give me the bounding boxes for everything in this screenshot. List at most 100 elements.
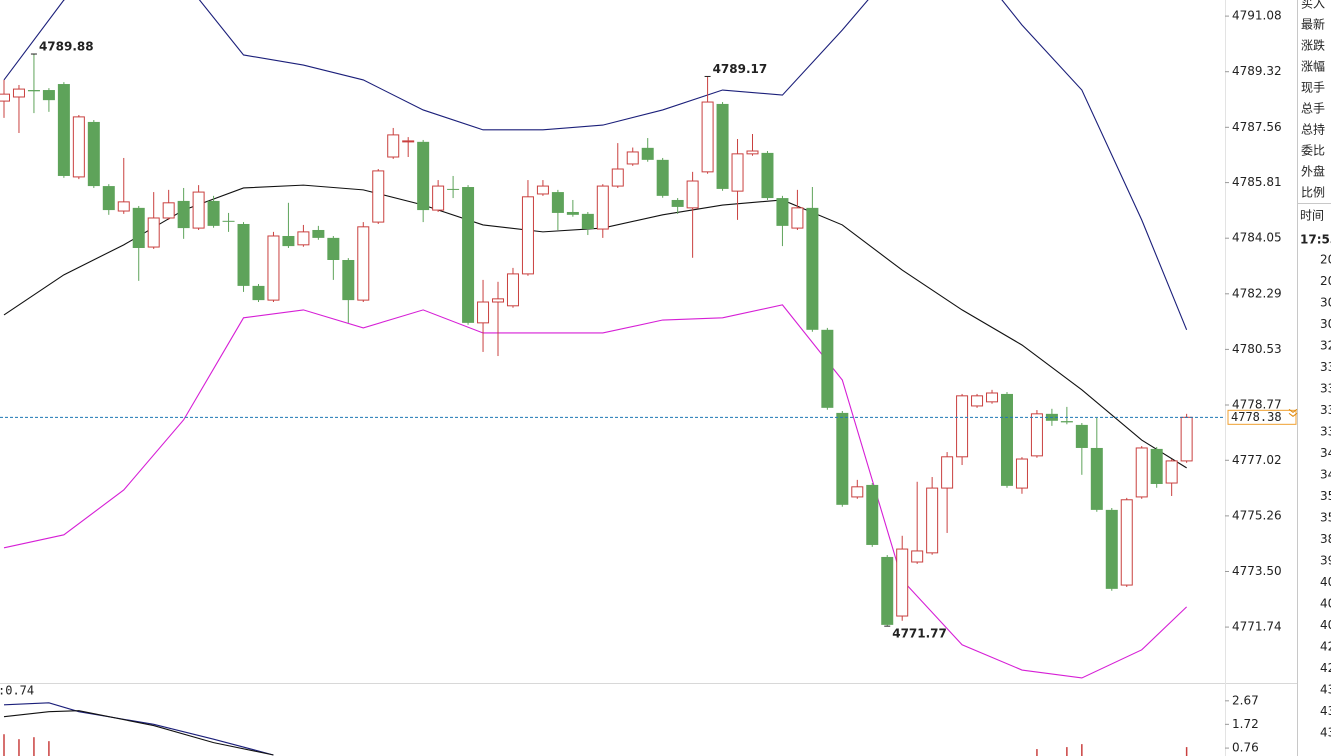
- candle-body: [402, 140, 415, 143]
- quote-label: 委比: [1301, 144, 1325, 158]
- y-tick-label: 4780.53: [1232, 342, 1282, 356]
- quote-label: 现手: [1301, 81, 1325, 95]
- candle-body: [477, 301, 490, 324]
- candle-body: [327, 237, 340, 260]
- sub-y-tick-label: 2.67: [1232, 693, 1259, 707]
- candle-body: [866, 484, 879, 545]
- candle-body: [941, 456, 954, 489]
- quote-value: 32: [1320, 339, 1331, 353]
- last-price-label: 4778.38: [1231, 410, 1282, 424]
- quote-value: 33: [1320, 425, 1331, 439]
- candle-body: [267, 235, 280, 301]
- candle-body: [207, 200, 220, 226]
- quote-value: 42: [1320, 640, 1331, 654]
- candle-body: [12, 88, 25, 98]
- candle-body: [162, 202, 175, 219]
- y-tick-label: 4789.32: [1232, 64, 1282, 78]
- candle-body: [566, 211, 579, 215]
- candle-body: [896, 548, 909, 617]
- candle-body: [881, 556, 894, 625]
- quote-label: 涨幅: [1301, 59, 1325, 74]
- quote-label: 买入: [1301, 0, 1325, 11]
- y-tick-label: 4777.02: [1232, 453, 1282, 467]
- quote-value: 34: [1320, 468, 1331, 482]
- quote-value: 33: [1320, 403, 1331, 417]
- candle-body: [297, 231, 310, 246]
- candle-body: [791, 207, 804, 229]
- y-tick-label: 4773.50: [1232, 564, 1282, 578]
- candle-body: [851, 486, 864, 498]
- candle-body: [492, 298, 505, 303]
- candle-body: [222, 220, 235, 222]
- quote-value: 43: [1320, 683, 1331, 697]
- candle-body: [761, 152, 774, 199]
- candle-body: [372, 170, 385, 223]
- candle-body: [686, 180, 699, 209]
- candle-body: [417, 141, 430, 211]
- quote-value: 34: [1320, 446, 1331, 460]
- candle-body: [656, 159, 669, 196]
- y-tick-label: 4775.26: [1232, 508, 1282, 522]
- candle-body: [147, 217, 160, 248]
- candle-body: [701, 101, 714, 173]
- candle-body: [192, 191, 205, 229]
- last-price-box: [1227, 409, 1297, 425]
- quote-value: 40: [1320, 575, 1331, 589]
- y-tick-label: 4782.29: [1232, 286, 1282, 300]
- quote-label: 外盘: [1301, 164, 1325, 179]
- quote-value: 35: [1320, 511, 1331, 525]
- sub-plot: [3, 702, 1188, 756]
- y-tick-label: 4784.05: [1232, 231, 1282, 245]
- high-label: 4789.88: [39, 40, 94, 54]
- candle-body: [911, 550, 924, 563]
- candle-body: [956, 395, 969, 458]
- candle-body: [357, 226, 370, 301]
- candle-body: [521, 196, 534, 275]
- candle-body: [117, 201, 130, 212]
- candle-body: [132, 207, 145, 248]
- candle-body: [432, 185, 445, 211]
- candle-body: [1030, 413, 1043, 457]
- candle-body: [177, 200, 190, 229]
- time-value: 17:53: [1300, 233, 1331, 247]
- quote-label: 总手: [1301, 102, 1325, 116]
- candle-body: [1090, 447, 1103, 510]
- low-label: 4771.77: [892, 627, 947, 641]
- candle-body: [1105, 509, 1118, 589]
- candle-body: [0, 93, 10, 102]
- main-plot: 4789.88 4789.17 4771.77: [0, 0, 1225, 679]
- quote-value: 39: [1320, 554, 1331, 568]
- candle-body: [536, 185, 549, 195]
- quote-value: 20: [1320, 274, 1331, 288]
- price-arrow: [1288, 408, 1298, 417]
- quote-value: 43: [1320, 726, 1331, 740]
- quote-value: 42: [1320, 661, 1331, 675]
- candle-body: [57, 84, 70, 176]
- candle-body: [626, 151, 639, 165]
- candle-body: [87, 121, 100, 187]
- candle-body: [1000, 393, 1013, 486]
- quote-label: 比例: [1301, 186, 1325, 200]
- candle-body: [252, 285, 265, 301]
- quote-value: 30: [1320, 296, 1331, 310]
- candle-body: [821, 329, 834, 408]
- candle-body: [42, 90, 55, 101]
- band-line: [3, 0, 1188, 331]
- quote-label: 涨跌: [1301, 38, 1325, 53]
- y-tick-label: 4778.77: [1232, 397, 1282, 411]
- quote-label: 总持: [1301, 122, 1325, 137]
- candle-body: [387, 134, 400, 158]
- candle-body: [1165, 460, 1178, 484]
- candle-body: [342, 259, 355, 301]
- candle-body: [971, 395, 984, 407]
- y-tick-label: 4791.08: [1232, 9, 1282, 23]
- candle-body: [237, 223, 250, 286]
- quote-value: 30: [1320, 317, 1331, 331]
- candle-body: [986, 392, 999, 403]
- candle-body: [72, 116, 85, 178]
- quote-value: 43: [1320, 704, 1331, 718]
- candle-body: [27, 90, 40, 92]
